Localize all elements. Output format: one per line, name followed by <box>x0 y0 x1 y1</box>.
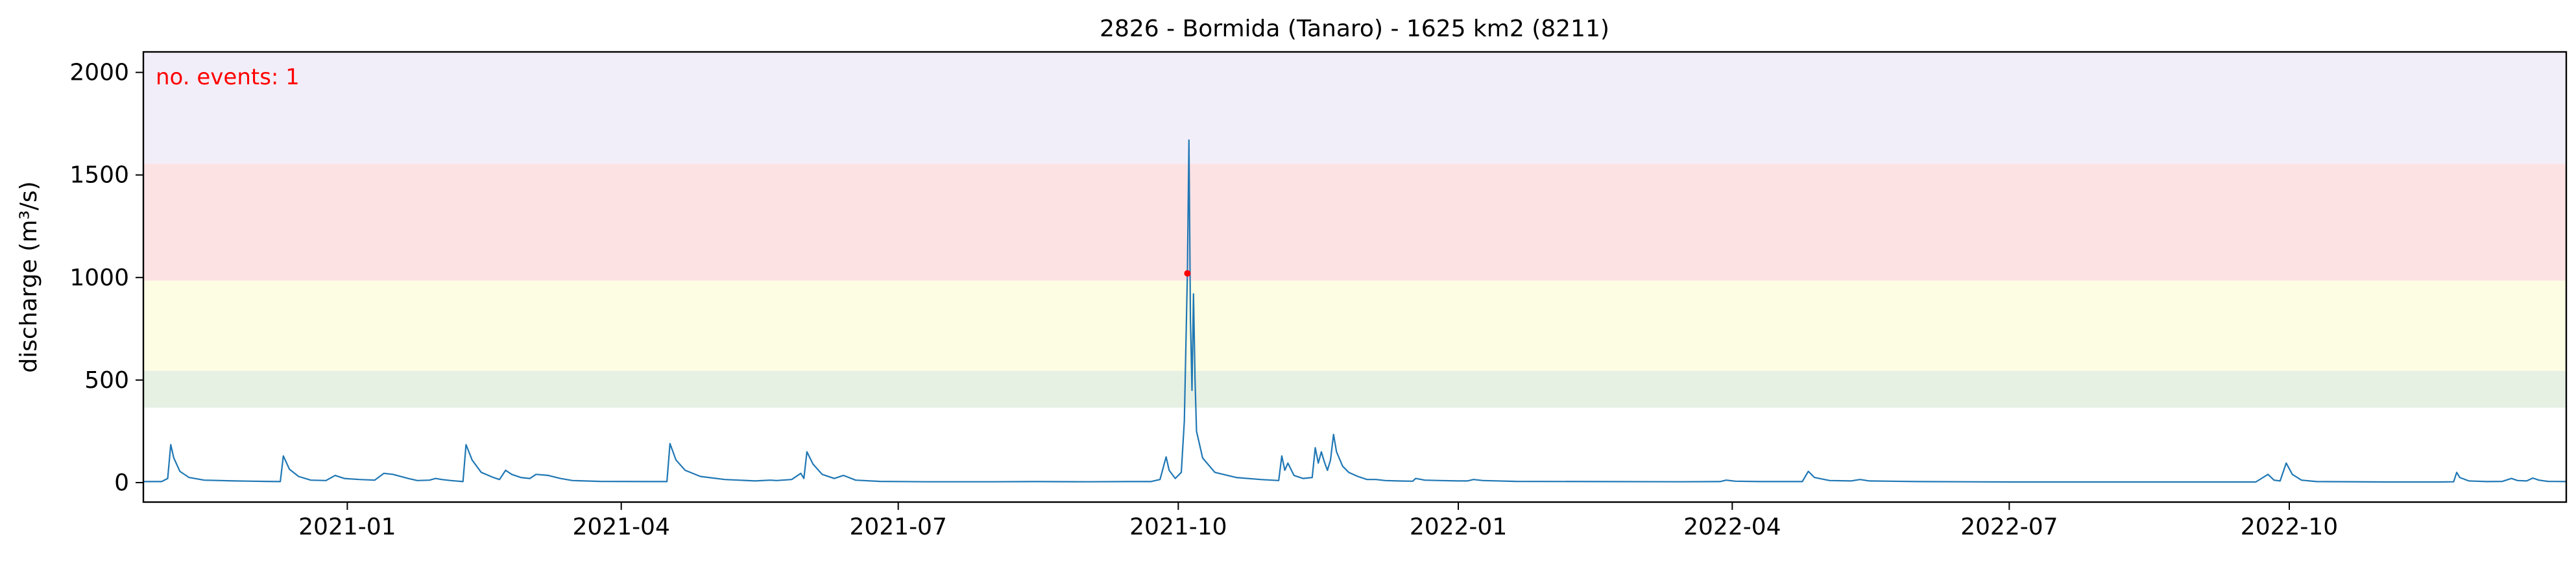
y-tick-label: 1000 <box>69 265 129 291</box>
threshold-band-2 <box>143 163 2566 281</box>
y-tick-label: 2000 <box>69 60 129 86</box>
x-tick-label: 2022-04 <box>1683 514 1781 540</box>
event-count-annotation: no. events: 1 <box>156 64 300 90</box>
chart-title: 2826 - Bormida (Tanaro) - 1625 km2 (8211… <box>1100 16 1609 42</box>
plot-frame <box>142 51 2568 503</box>
y-tick-label: 500 <box>84 367 129 394</box>
x-tick-label: 2022-10 <box>2241 514 2338 540</box>
event-marker <box>1184 270 1191 277</box>
threshold-band-1 <box>143 280 2566 371</box>
threshold-bands <box>143 52 2566 408</box>
event-markers <box>1184 270 1191 277</box>
y-axis-ticks: 0 500 1000 1500 2000 <box>69 60 143 496</box>
threshold-band-3 <box>143 52 2566 164</box>
y-tick-label: 0 <box>114 470 129 496</box>
x-tick-label: 2021-01 <box>298 514 396 540</box>
y-tick-label: 1500 <box>69 162 129 189</box>
x-tick-label: 2021-10 <box>1129 514 1227 540</box>
threshold-band-0 <box>143 370 2566 408</box>
x-tick-label: 2021-07 <box>849 514 946 540</box>
x-tick-label: 2022-07 <box>1960 514 2058 540</box>
x-tick-label: 2021-04 <box>572 514 669 540</box>
x-axis-ticks: 2021-01 2021-04 2021-07 2021-10 2022-01 2022-… <box>298 502 2338 540</box>
y-axis-label: discharge (m³/s) <box>16 181 42 372</box>
x-tick-label: 2022-01 <box>1410 514 1507 540</box>
discharge-series-line <box>143 139 2567 483</box>
